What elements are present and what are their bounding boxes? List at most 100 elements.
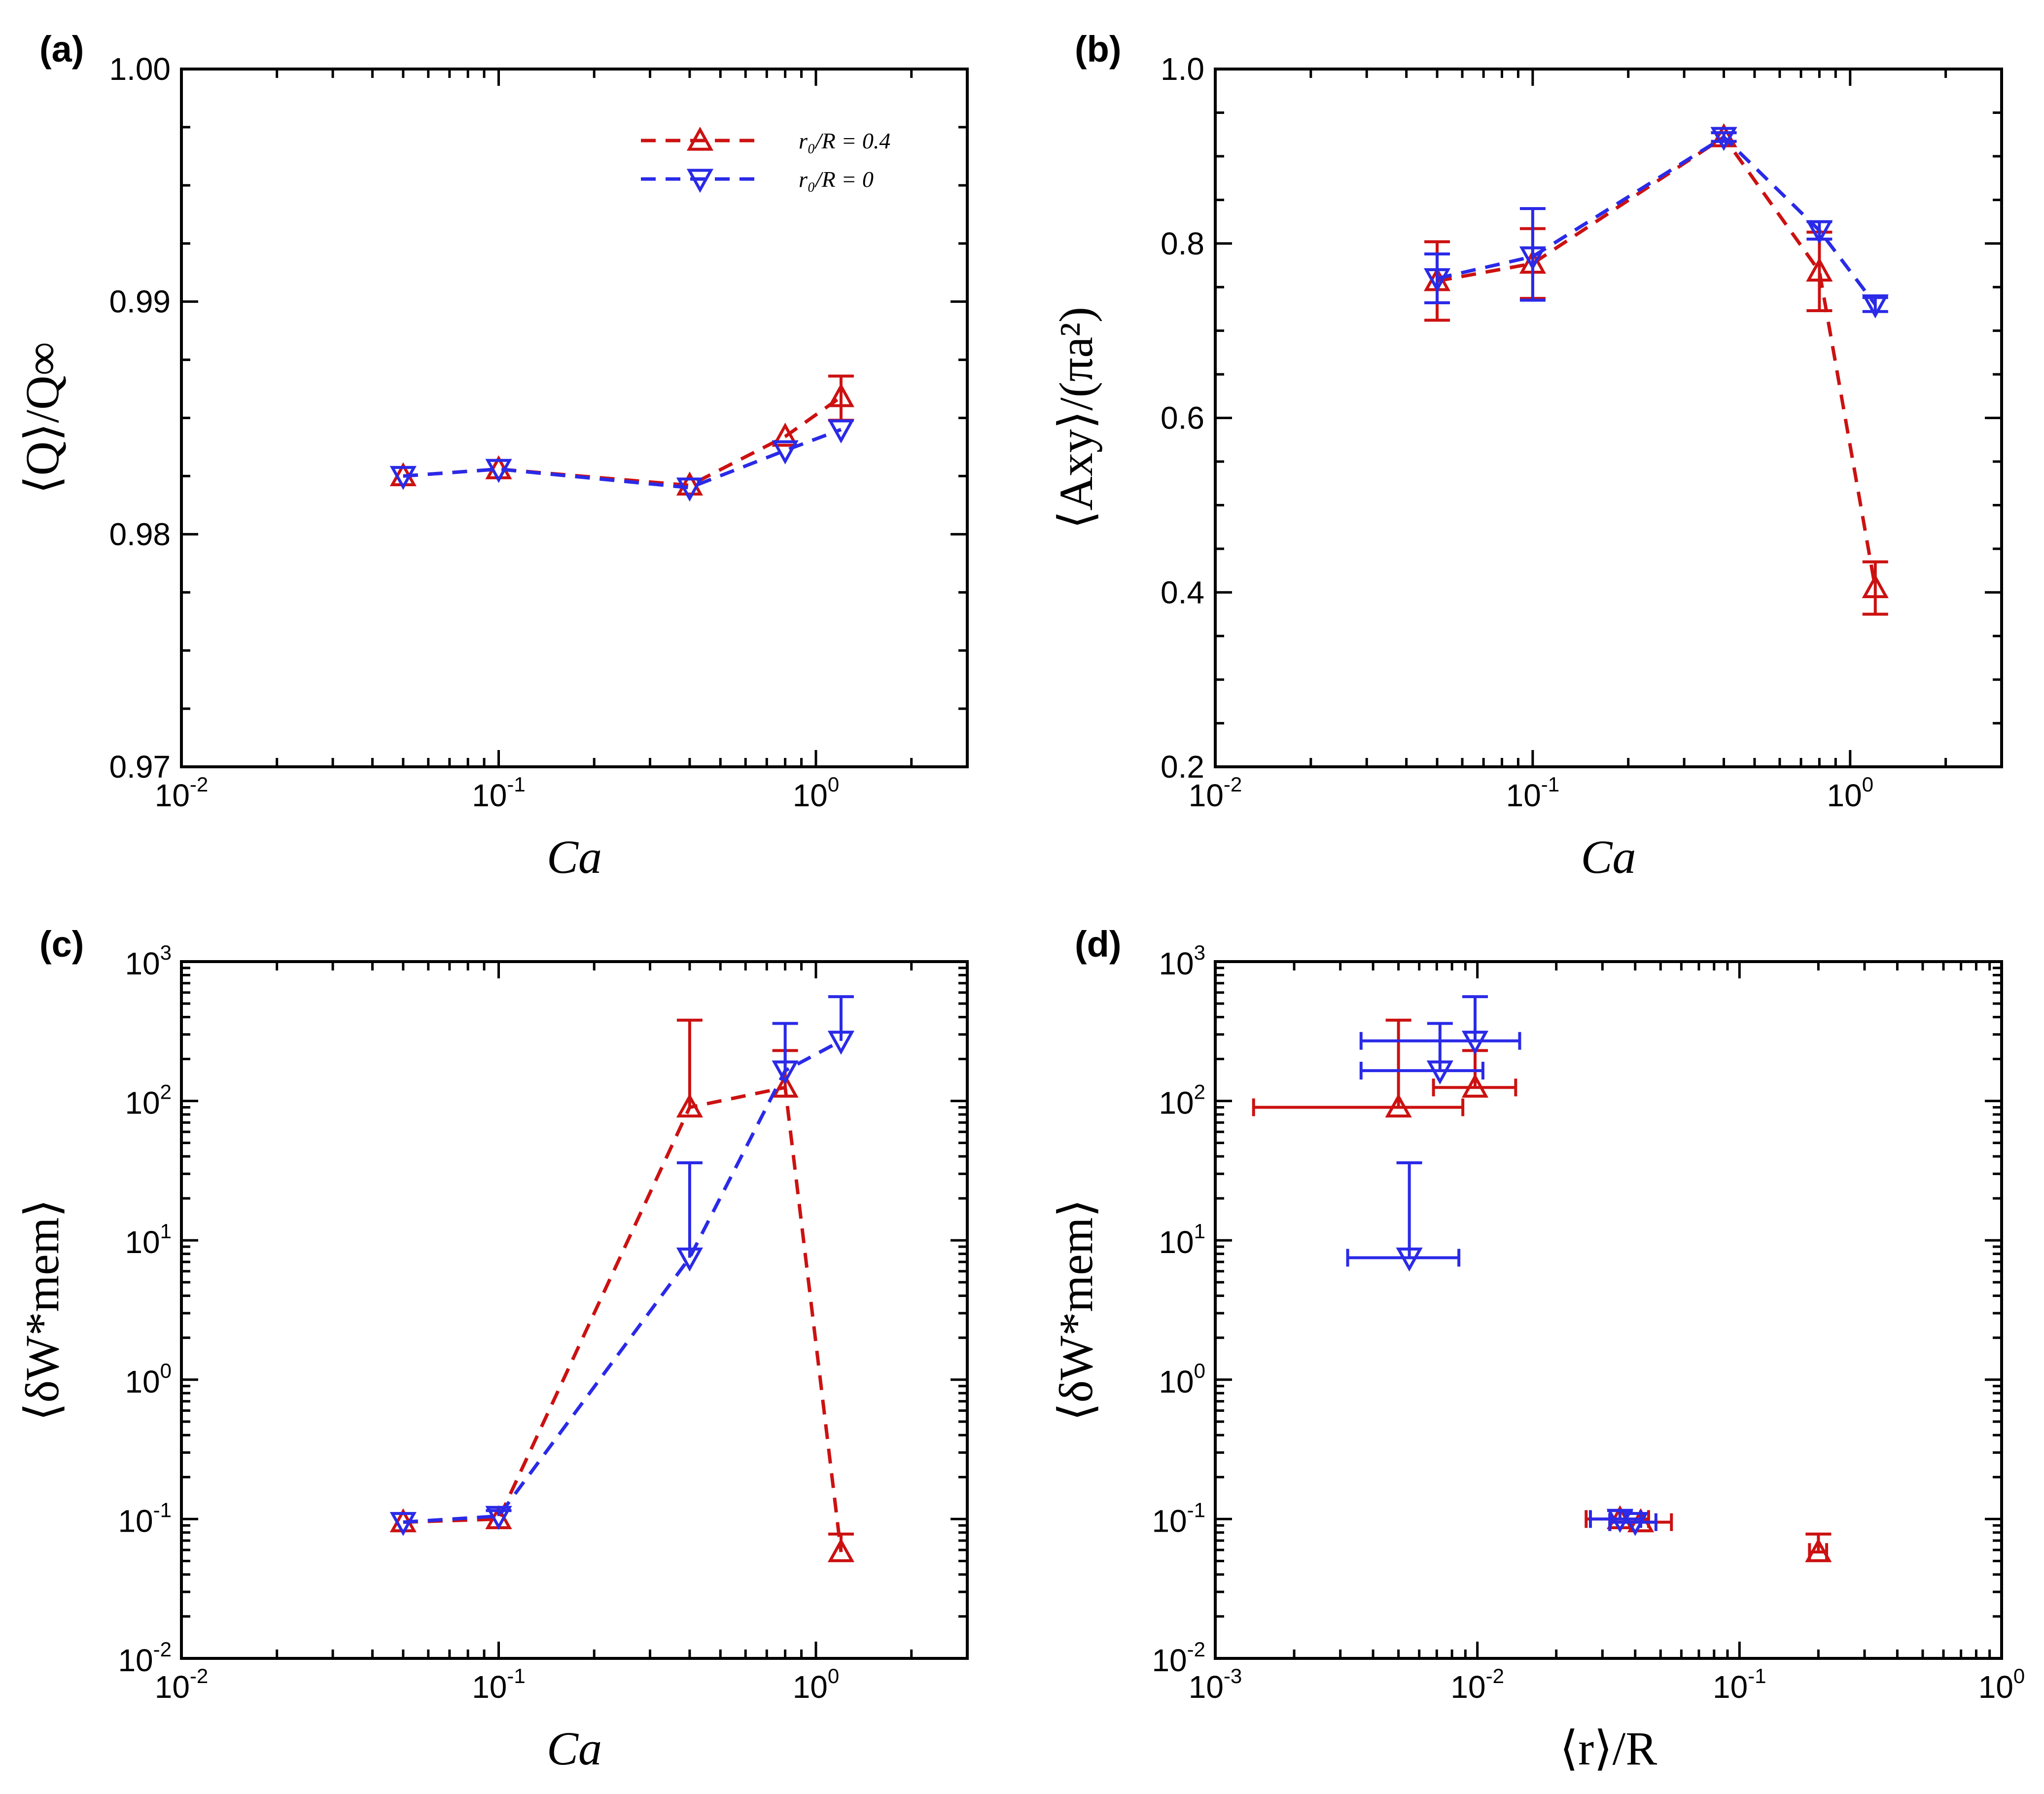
data-point-blue [1806,220,1833,245]
series-red [1423,123,1889,616]
data-point-red [772,1074,799,1098]
x-tick-label: 10-1 [1713,1664,1766,1705]
y-tick-label-exp: 0 [1194,1359,1205,1382]
data-point-red [772,423,799,447]
y-tick-label-exp: 3 [1194,941,1205,964]
panel-c: (c)10-2 10-1 10010-210-1100101102103Ca⟨δW*… [16,924,969,1775]
panel-a: (a)10-2 10-1 1000.970.980.991.00Ca⟨Q⟩/Q∞r₀… [16,29,969,883]
y-tick-label: 0.97 [109,749,171,785]
panel-label-c: (c) [39,924,84,965]
x-tick-label: 10-1 [1506,773,1560,813]
y-tick-label-base: 10 [125,1085,160,1121]
data-point-blue [676,1247,704,1272]
x-axis-title: Ca [1581,830,1636,883]
x-tick-label-exp: -2 [190,1664,208,1687]
x-tick-label: 10-3 [1189,1664,1242,1705]
y-tick-label-exp: -1 [1187,1498,1205,1521]
y-axis-title: ⟨Q⟩/Q∞ [16,342,69,494]
y-tick-label-base: 10 [118,1643,153,1678]
y-tick-label: 10-1 [1152,1498,1205,1539]
y-tick-label-exp: 2 [160,1080,172,1104]
y-tick-label-base: 10 [1152,1643,1187,1678]
series-line-red [1437,135,1877,589]
y-tick-label: 103 [125,941,172,981]
axes-frame-b [1214,68,2003,768]
x-tick-label: 10-2 [155,1664,209,1705]
series-blue [1423,127,1889,319]
y-tick-label-exp: -1 [153,1498,172,1521]
panel-label-b: (b) [1075,29,1122,70]
x-tick-label-base: 10 [1506,778,1541,813]
y-tick-label-exp: 1 [1194,1220,1205,1243]
x-tick-label-base: 10 [1978,1669,2013,1705]
data-point-blue [676,477,704,502]
y-tick-label: 100 [125,1359,172,1399]
x-tick-label-base: 10 [1450,1669,1485,1705]
x-tick-label-exp: 0 [1862,773,1873,796]
y-tick-label: 10-2 [118,1638,172,1678]
data-point-red [676,471,704,496]
data-point-blue [1862,294,1889,319]
y-tick-label: 0.98 [109,516,171,552]
x-tick-label-base: 10 [472,778,507,813]
y-tick-label-base: 10 [118,1503,153,1539]
data-point-blue [827,1031,855,1055]
data-point-blue [827,419,855,444]
x-tick-label: 10-2 [155,773,209,813]
y-tick-label: 0.2 [1161,749,1204,785]
data-point-red [1385,1093,1412,1118]
data-point-blue [485,459,512,483]
x-tick-label: 100 [1978,1664,2025,1705]
y-tick-label-base: 10 [125,1224,160,1260]
data-point-red [1862,574,1889,599]
data-point-blue [1426,1060,1453,1085]
x-axis-title: ⟨r⟩/R [1560,1722,1657,1775]
y-tick-label: 102 [1159,1080,1205,1121]
x-axis-title: Ca [547,1722,602,1775]
data-point-blue [1606,1508,1634,1533]
y-axis-title: ⟨Axy⟩/(πa²) [1050,307,1102,529]
series-line-red [403,1085,843,1552]
y-tick-label: 10-2 [1152,1638,1205,1678]
panel-d: (d)10-3 10-2 10-1 10010-210-1100101102103⟨r… [1050,924,2025,1775]
series-line-blue [403,428,842,490]
x-tick-label-base: 10 [1189,778,1224,813]
y-tick-label: 1.0 [1161,51,1204,87]
x-tick-label: 10-1 [472,773,526,813]
legend: r₀/R = 0.4 r₀/R = 0 [641,126,890,193]
series-red [389,1018,855,1562]
data-point-red [827,1538,855,1562]
panel-b: (b)10-2 10-1 1000.20.40.60.81.0Ca⟨Axy⟩/(πa… [1050,29,2003,883]
x-tick-label-exp: 0 [2013,1664,2025,1687]
y-tick-label-exp: 1 [160,1220,172,1243]
x-tick-label-exp: -1 [507,773,525,796]
y-tick-label: 101 [125,1220,172,1260]
data-point-blue [1423,268,1451,292]
x-axis-title: Ca [547,830,602,883]
y-tick-label: 0.4 [1161,574,1204,610]
series-blue [1346,995,1657,1536]
x-tick-label-exp: -2 [190,773,208,796]
panel-label-a: (a) [39,29,84,70]
y-tick-label: 102 [125,1080,172,1121]
data-point-blue [772,440,799,465]
legend-label-red: r₀/R = 0.4 [799,128,890,153]
data-point-blue [1710,127,1737,151]
x-tick-label-base: 10 [472,1669,507,1705]
y-tick-label-exp: 0 [160,1359,172,1382]
data-point-red [676,1093,704,1118]
x-tick-label-base: 10 [793,1669,828,1705]
series-red [389,374,855,496]
y-tick-label-base: 10 [1159,946,1194,981]
y-tick-label-exp: 2 [1194,1080,1205,1104]
y-tick-label-base: 10 [1159,1364,1194,1399]
panel-label-d: (d) [1075,924,1122,965]
y-tick-label: 0.6 [1161,400,1204,436]
data-point-blue [1396,1247,1423,1272]
y-tick-label: 103 [1159,941,1205,981]
x-tick-label: 10-1 [472,1664,526,1705]
y-tick-label: 100 [1159,1359,1205,1399]
series-blue [389,419,855,502]
x-tick-label-exp: -2 [1224,773,1242,796]
